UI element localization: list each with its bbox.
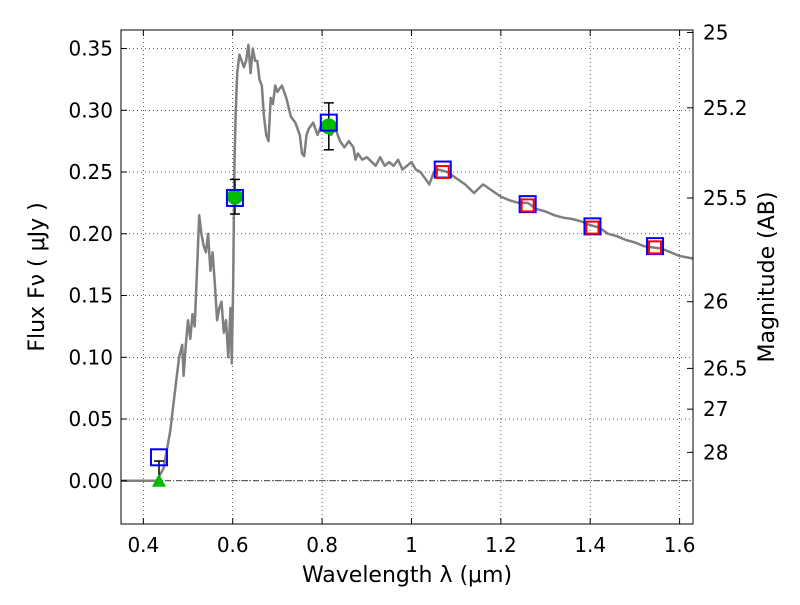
right-tick-label: 25.5 xyxy=(703,186,748,210)
detection-point xyxy=(320,118,337,135)
model-photometry-blue xyxy=(319,113,338,132)
y-tick-label: 0.25 xyxy=(68,160,113,184)
model-sed-line xyxy=(121,43,694,483)
plot-frame xyxy=(120,29,694,525)
model-photometry-blue xyxy=(149,448,168,467)
x-axis-label: Wavelength λ (μm) xyxy=(302,563,512,588)
label-layer: 0.4 0.6 0.8 1 1.2 1.4 1.6 0.00 0.05 0.10 0.15 0.20 0… xyxy=(68,20,747,557)
x-tick-label: 1.6 xyxy=(664,533,696,557)
x-tick-label: 0.4 xyxy=(127,533,159,557)
x-tick-label: 1 xyxy=(405,533,418,557)
right-tick-label: 27 xyxy=(703,397,728,421)
x-tick-label: 1.2 xyxy=(485,533,517,557)
y-tick-label: 0.20 xyxy=(68,222,113,246)
right-tick-label: 26 xyxy=(703,290,728,314)
model-photometry-blue xyxy=(225,188,244,207)
series-layer xyxy=(121,43,694,483)
detection-point xyxy=(226,188,243,205)
model-photometry-red xyxy=(648,240,663,255)
x-tick-label: 0.6 xyxy=(217,533,249,557)
model-photometry-red xyxy=(435,165,450,180)
right-tick-label: 26.5 xyxy=(703,356,748,380)
model-photometry-red xyxy=(585,220,600,235)
y-tick-label: 0.00 xyxy=(68,469,113,493)
model-photometry-red xyxy=(520,198,535,213)
y-tick-label: 0.30 xyxy=(68,98,113,122)
right-axis-label: Magnitude (AB) xyxy=(755,192,780,363)
y-tick-label: 0.15 xyxy=(68,284,113,308)
upper-limit-marker xyxy=(151,473,166,487)
right-tick-label: 25 xyxy=(703,20,728,44)
grid-layer xyxy=(121,30,693,524)
tick-layer xyxy=(121,30,693,524)
right-tick-label: 28 xyxy=(703,440,728,464)
marker-layer xyxy=(149,102,665,487)
y-tick-label: 0.05 xyxy=(68,407,113,431)
x-tick-label: 0.8 xyxy=(306,533,338,557)
x-tick-label: 1.4 xyxy=(574,533,606,557)
y-tick-label: 0.35 xyxy=(68,37,113,61)
y-tick-label: 0.10 xyxy=(68,345,113,369)
y-axis-label: Flux Fν ( μJy ) xyxy=(25,202,50,351)
right-tick-label: 25.2 xyxy=(703,96,748,120)
